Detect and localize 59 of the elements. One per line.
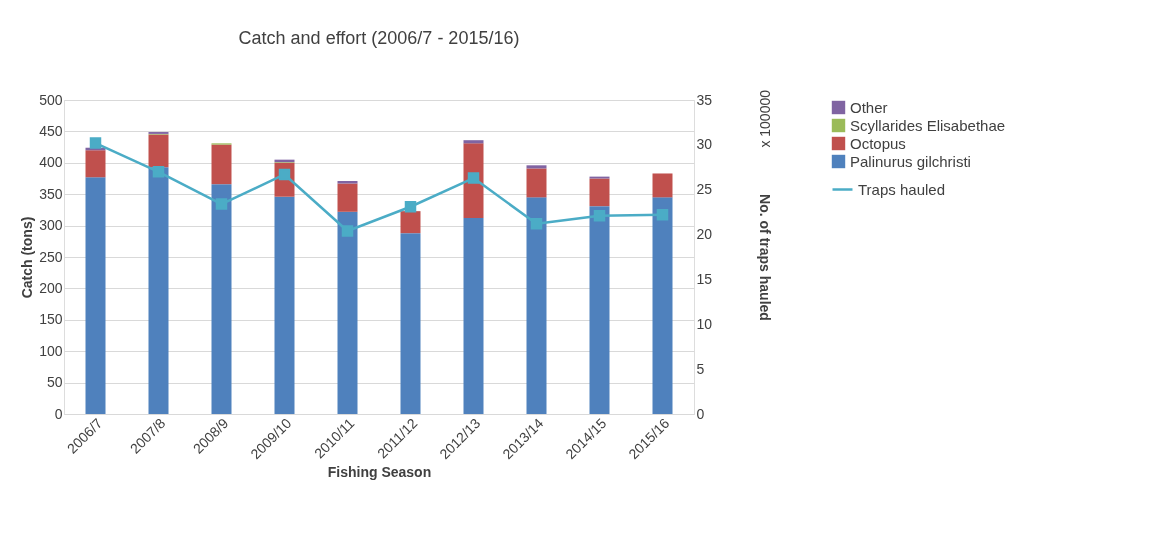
point <box>530 218 543 230</box>
bar <box>211 184 232 414</box>
bar <box>400 211 421 234</box>
point <box>215 198 228 210</box>
bar <box>526 165 547 169</box>
bar <box>85 150 106 178</box>
y2-tick-label: 0 <box>696 405 705 422</box>
point <box>341 225 354 237</box>
bar <box>589 206 610 414</box>
y2-axis-title: No. of traps hauled <box>757 194 774 321</box>
bar <box>589 178 610 207</box>
bar <box>337 211 358 414</box>
point <box>467 172 480 184</box>
bar <box>463 140 484 144</box>
x-axis-title: Fishing Season <box>327 464 432 481</box>
bar <box>274 196 295 414</box>
point <box>656 209 669 221</box>
y-tick-label: 500 <box>39 91 63 108</box>
y2-tick-label: 10 <box>696 315 713 332</box>
y2-tick-label: 20 <box>696 226 713 243</box>
bar <box>337 181 358 184</box>
legend-label: Scyllarides Elisabethae <box>850 116 1006 134</box>
point <box>89 137 102 149</box>
legend-label: Palinurus gilchristi <box>850 152 971 170</box>
point <box>152 166 165 178</box>
y-tick-label: 50 <box>46 374 63 391</box>
bar <box>463 218 484 414</box>
bar <box>148 167 169 414</box>
y-tick-label: 200 <box>39 279 63 296</box>
bar <box>337 183 358 212</box>
y2-tick-label: 25 <box>696 181 713 198</box>
y-tick-label: 150 <box>39 311 63 328</box>
y-tick-label: 450 <box>39 122 63 139</box>
bar <box>526 168 547 198</box>
y-tick-label: 0 <box>54 405 63 422</box>
y-tick-label: 300 <box>39 217 63 234</box>
y2-tick-label: 30 <box>696 136 713 153</box>
y2-tick-label: 15 <box>696 270 713 287</box>
bar <box>652 173 673 198</box>
bar <box>85 177 106 414</box>
y-tick-label: 100 <box>39 342 63 359</box>
legend-label: Traps hauled <box>858 180 945 198</box>
legend-label: Other <box>850 98 888 116</box>
bar <box>211 144 232 185</box>
point <box>593 209 606 222</box>
bar <box>652 197 673 414</box>
y-tick-label: 250 <box>39 248 63 265</box>
bar <box>400 233 421 414</box>
chart-title: Catch and effort (2006/7 - 2015/16) <box>238 28 520 48</box>
bar <box>526 197 547 414</box>
bar <box>148 134 169 168</box>
y-tick-label: 350 <box>39 185 63 202</box>
y2-tick-label: 5 <box>696 360 705 377</box>
y2-tick-label: 35 <box>696 91 713 108</box>
y-tick-label: 400 <box>39 154 63 171</box>
point <box>404 201 417 213</box>
y-axis-title: Catch (tons) <box>19 216 36 299</box>
text: x 100000 <box>757 89 773 148</box>
legend-label: Octopus <box>850 134 906 152</box>
